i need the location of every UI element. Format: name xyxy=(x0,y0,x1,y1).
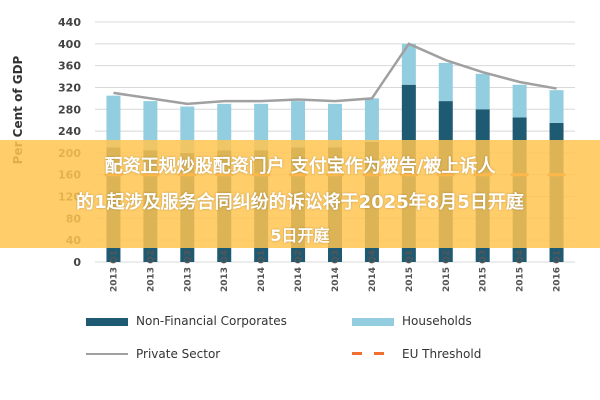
legend-label-corporates: Non-Financial Corporates xyxy=(136,314,287,328)
x-tick-label: 2015 Q1 xyxy=(405,250,415,292)
banner-line-3: 5日开庭 xyxy=(270,226,330,245)
legend-swatch-private xyxy=(86,353,128,355)
x-tick-label: 2013 Q3 xyxy=(183,250,193,292)
legend-swatch-corporates xyxy=(86,318,128,326)
bar-households xyxy=(328,103,342,148)
x-tick-label: 2014 Q4 xyxy=(368,250,378,292)
bar-households xyxy=(254,103,269,151)
bar-households xyxy=(438,62,453,102)
overlay-banner xyxy=(0,140,600,248)
bar-households xyxy=(475,73,490,110)
legend-label-private: Private Sector xyxy=(136,347,221,361)
bar-households xyxy=(401,43,416,85)
x-tick-label: 2014 Q3 xyxy=(331,250,341,292)
x-tick-label: 2013 Q2 xyxy=(146,250,156,292)
y-tick-label: 240 xyxy=(58,125,81,138)
banner-line-1: 配资正规炒股配资门户 支付宝作为被告/被上诉人 xyxy=(104,156,496,177)
x-tick-label: 2014 Q2 xyxy=(294,250,304,292)
x-tick-label: 2013 Q1 xyxy=(109,250,119,292)
legend-swatch-threshold-1 xyxy=(352,352,362,355)
legend-label-households: Households xyxy=(402,314,472,328)
legend-swatch-households xyxy=(352,318,394,326)
bar-households xyxy=(364,98,379,142)
y-tick-label: 400 xyxy=(58,38,81,51)
y-tick-label: 360 xyxy=(58,60,81,73)
x-tick-label: 2016 Q1 xyxy=(553,250,563,292)
bar-households xyxy=(291,101,306,148)
x-tick-label: 2013 Q4 xyxy=(220,250,230,292)
y-tick-label: 440 xyxy=(58,16,81,29)
y-tick-label: 320 xyxy=(58,81,81,94)
y-axis-label: Per Cent of GDP xyxy=(11,55,25,164)
x-tick-label: 2015 Q3 xyxy=(479,250,489,292)
bar-households xyxy=(217,103,232,151)
legend-swatch-threshold-2 xyxy=(374,352,384,355)
y-tick-label: 280 xyxy=(58,103,81,116)
bar-households xyxy=(106,95,121,148)
bar-households xyxy=(512,84,527,118)
x-tick-label: 2015 Q2 xyxy=(442,250,452,292)
bar-households xyxy=(143,101,158,151)
legend-label-threshold: EU Threshold xyxy=(402,347,482,361)
y-tick-label: 0 xyxy=(73,256,81,269)
x-tick-labels: 2013 Q1 2013 Q2 2013 Q3 2013 Q4 2014 Q1 2014 … xyxy=(109,250,562,292)
private-sector-line xyxy=(113,42,557,106)
bar-households xyxy=(549,90,564,123)
x-tick-label: 2015 Q4 xyxy=(516,250,526,292)
banner-line-2: 的1起涉及服务合同纠纷的诉讼将于2025年8月5日开庭 xyxy=(76,192,524,213)
x-tick-label: 2014 Q1 xyxy=(257,250,267,292)
